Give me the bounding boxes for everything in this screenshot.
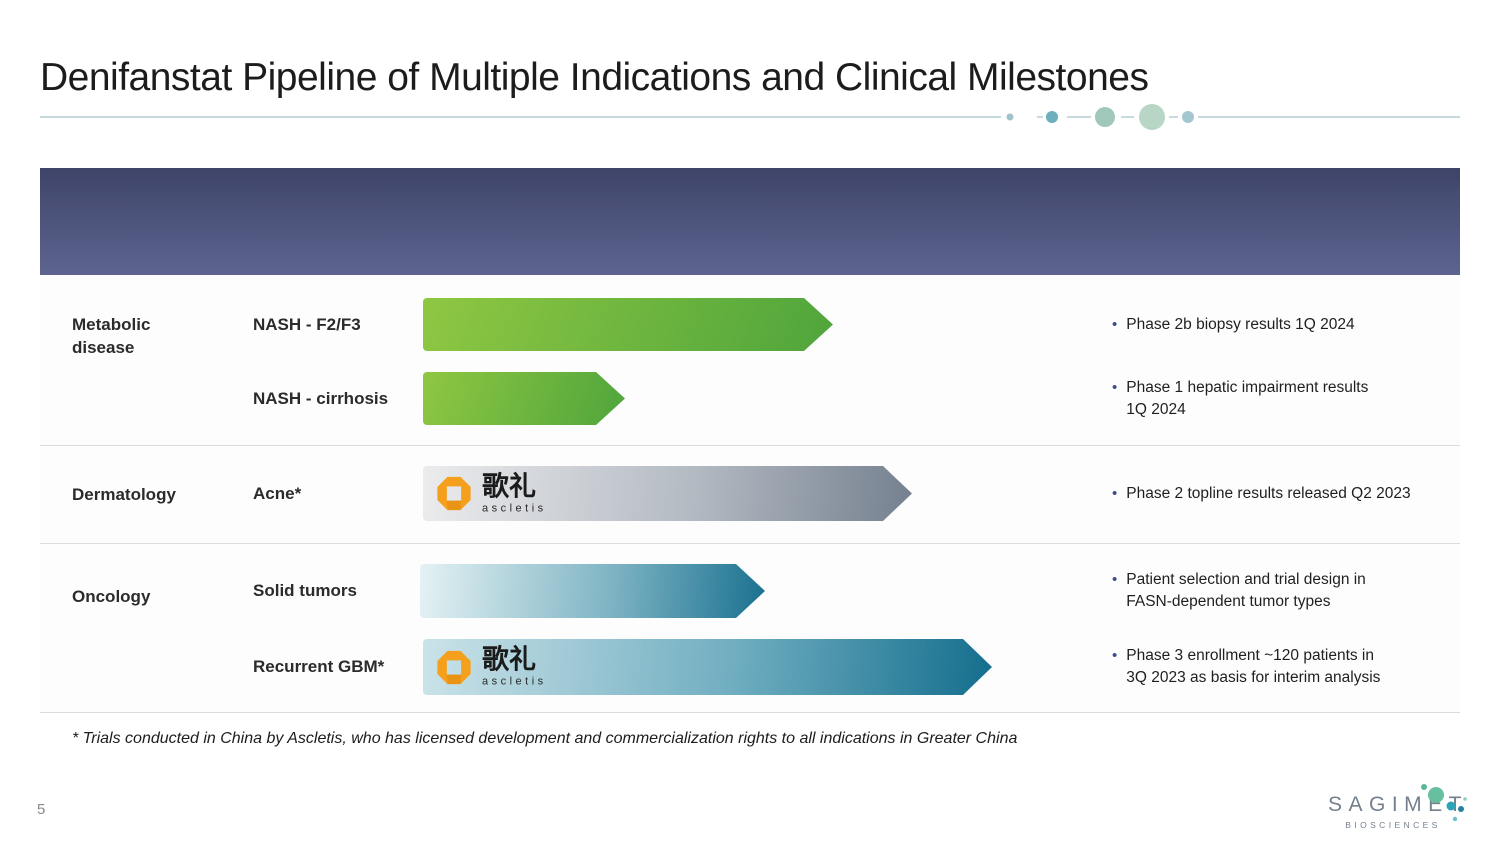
- indication-label: Solid tumors: [253, 581, 357, 600]
- bullet-icon: •: [1112, 484, 1118, 502]
- pipeline-row-acne: Acne* 歌礼 ascletis • Phase 2 topline resu…: [0, 466, 1500, 521]
- ascletis-wordmark: 歌礼 ascletis: [482, 647, 547, 688]
- bullet-icon: •: [1112, 378, 1118, 396]
- page-title: Denifanstat Pipeline of Multiple Indicat…: [40, 56, 1149, 99]
- milestone-text: Phase 2b biopsy results 1Q 2024: [1126, 315, 1355, 333]
- milestone-item: • Patient selection and trial design in …: [1112, 569, 1472, 613]
- page-number: 5: [37, 801, 46, 818]
- area-label-metabolic-disease: Metabolic disease: [72, 315, 151, 357]
- bullet-icon: •: [1112, 571, 1118, 588]
- stage-bar-acne: 歌礼 ascletis: [423, 466, 912, 521]
- indication-label: NASH - F2/F3: [253, 314, 361, 334]
- footnote-divider: [40, 712, 1460, 713]
- ascletis-logo: 歌礼 ascletis: [435, 473, 547, 514]
- indication-label: Acne*: [253, 483, 302, 503]
- pipeline-row-recurrent-gbm: Recurrent GBM* 歌礼 ascletis • Phase 3 enr…: [0, 639, 1500, 695]
- stage-bar-nash-f2f3: [423, 298, 833, 351]
- area-label-dermatology: Dermatology: [72, 485, 176, 504]
- milestone-item: • Phase 3 enrollment ~120 patients in 3Q…: [1112, 645, 1472, 689]
- bullet-icon: •: [1112, 315, 1118, 333]
- indication-label: Recurrent GBM*: [253, 657, 385, 676]
- ascletis-chinese-text: 歌礼: [482, 471, 536, 502]
- table-header: Therapeutic area Indication Stage of Dev…: [40, 168, 1460, 428]
- ascletis-wordmark: 歌礼 ascletis: [482, 473, 547, 514]
- milestone-text: Phase 2 topline results released Q2 2023: [1126, 484, 1411, 502]
- milestone-item: • Phase 2b biopsy results 1Q 2024: [1112, 314, 1472, 336]
- stage-bar-solid-tumors: [420, 564, 765, 618]
- ascletis-logo: 歌礼 ascletis: [435, 647, 547, 688]
- ascletis-icon: [435, 475, 473, 513]
- milestone-item: • Phase 1 hepatic impairment results 1Q …: [1112, 377, 1472, 421]
- milestone-text: Phase 1 hepatic impairment results 1Q 20…: [1126, 378, 1369, 418]
- pipeline-row-nash-cirrhosis: NASH - cirrhosis • Phase 1 hepatic impai…: [0, 372, 1500, 425]
- footnote: * Trials conducted in China by Ascletis,…: [72, 730, 1018, 747]
- sagimet-dots-icon: [1421, 784, 1467, 822]
- stage-bar-nash-cirrhosis: [423, 372, 625, 425]
- ascletis-chinese-text: 歌礼: [482, 644, 536, 676]
- pipeline-row-nash-f2f3: NASH - F2/F3 • Phase 2b biopsy results 1…: [0, 298, 1500, 351]
- row-divider: [40, 445, 1460, 446]
- ascletis-latin-text: ascletis: [482, 675, 547, 688]
- bullet-icon: •: [1112, 647, 1118, 664]
- title-divider-dots: [40, 104, 1460, 130]
- ascletis-latin-text: ascletis: [482, 502, 547, 514]
- milestone-text: Phase 3 enrollment ~120 patients in 3Q 2…: [1126, 647, 1381, 686]
- milestone-item: • Phase 2 topline results released Q2 20…: [1112, 483, 1472, 505]
- sagimet-name: SAGIMET: [1328, 793, 1469, 816]
- pipeline-row-solid-tumors: Solid tumors • Patient selection and tri…: [0, 564, 1500, 618]
- milestone-text: Patient selection and trial design in FA…: [1126, 571, 1366, 610]
- sagimet-logo: SAGIMET BIOSCIENCES: [1328, 784, 1469, 830]
- area-label-oncology: Oncology: [72, 587, 151, 606]
- ascletis-icon: [435, 648, 473, 686]
- stage-bar-recurrent-gbm: 歌礼 ascletis: [423, 639, 992, 695]
- sagimet-subtitle: BIOSCIENCES: [1345, 820, 1441, 830]
- row-divider: [40, 543, 1460, 544]
- indication-label: NASH - cirrhosis: [253, 388, 389, 408]
